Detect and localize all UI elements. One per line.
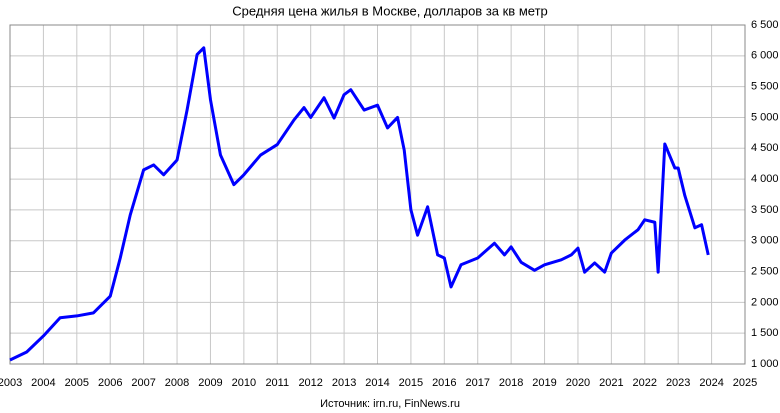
x-tick-label: 2019 (532, 377, 556, 389)
source: Источник: irn.ru, FinNews.ru (320, 398, 460, 410)
y-tick-label: 3 000 (751, 235, 779, 247)
y-tick-label: 2 000 (751, 296, 779, 308)
chart-title: Средняя цена жилья в Москве, долларов за… (232, 3, 548, 18)
y-tick-label: 5 500 (751, 81, 779, 93)
x-tick-label: 2024 (699, 377, 723, 389)
y-tick-label: 4 500 (751, 142, 779, 154)
x-tick-label: 2009 (198, 377, 222, 389)
x-tick-label: 2017 (465, 377, 489, 389)
y-tick-label: 2 500 (751, 265, 779, 277)
x-tick-label: 2022 (633, 377, 657, 389)
x-tick-label: 2006 (98, 377, 122, 389)
x-tick-label: 2015 (399, 377, 423, 389)
x-tick-label: 2016 (432, 377, 456, 389)
x-tick-label: 2005 (65, 377, 89, 389)
x-tick-label: 2023 (666, 377, 690, 389)
line (9, 46, 710, 362)
x-tick-label: 2003 (0, 377, 22, 389)
x-tick-label: 2008 (165, 377, 189, 389)
x-tick-label: 2011 (265, 377, 289, 389)
x-tick-label: 2010 (232, 377, 256, 389)
x-tick-label: 2012 (298, 377, 322, 389)
y-tick-label: 4 000 (751, 173, 779, 185)
x-tick-label: 2020 (566, 377, 590, 389)
x-tick-label: 2018 (499, 377, 523, 389)
x-tick-label: 2013 (332, 377, 356, 389)
plot-frame (9, 24, 746, 365)
y-tick-label: 1 000 (751, 358, 779, 370)
y-tick-label: 6 000 (751, 50, 779, 62)
y-tick-label: 5 000 (751, 111, 779, 123)
y-tick-label: 1 500 (751, 327, 779, 339)
x-tick-label: 2014 (365, 377, 389, 389)
x-tick-label: 2025 (733, 377, 757, 389)
x-tick-label: 2021 (599, 377, 623, 389)
y-tick-label: 3 500 (751, 204, 779, 216)
x-tick-label: 2007 (131, 377, 155, 389)
y-tick-label: 6 500 (751, 19, 779, 31)
x-tick-label: 2004 (31, 377, 55, 389)
